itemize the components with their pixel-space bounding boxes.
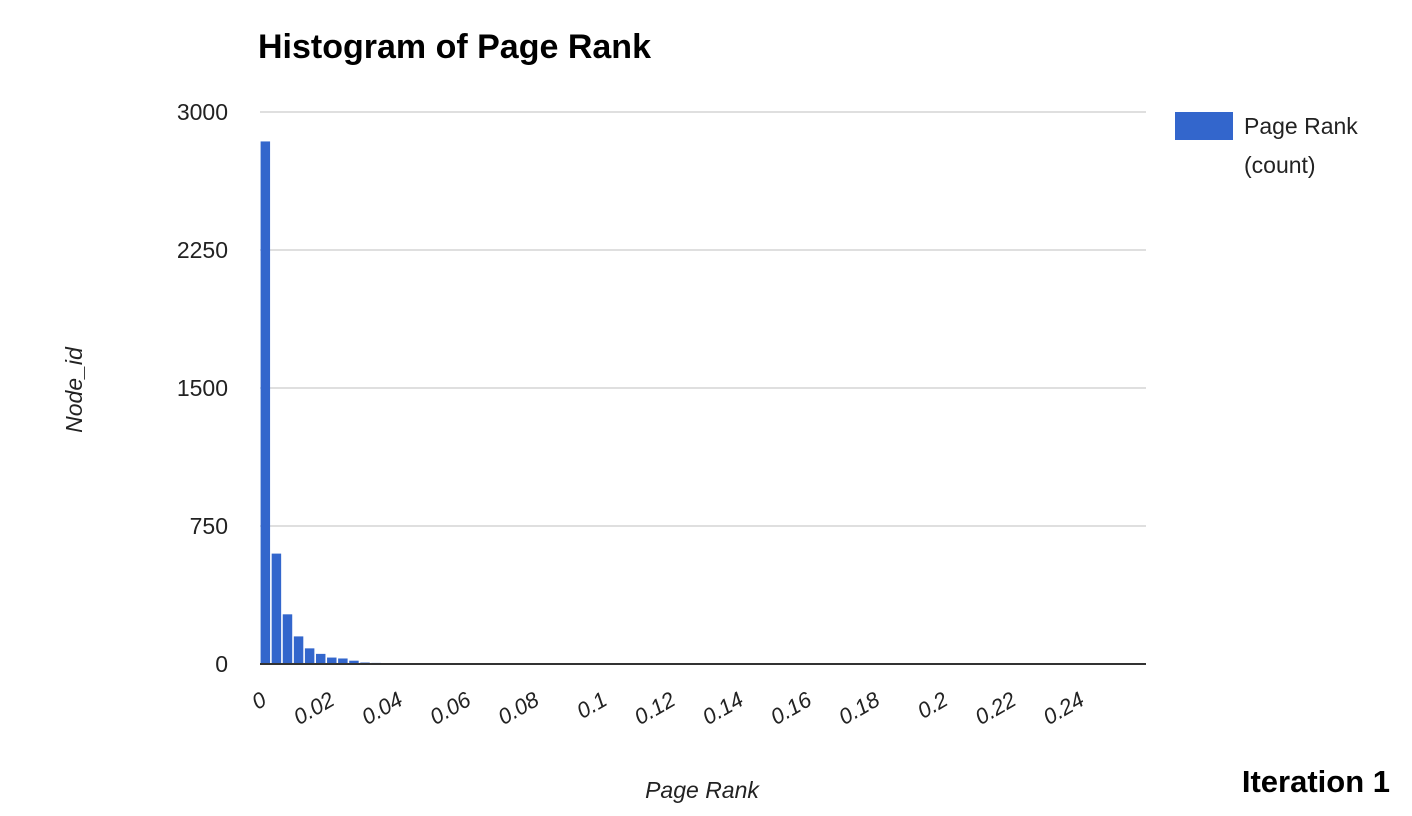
legend-label-line-2: (count): [1244, 152, 1316, 178]
y-tick-label: 2250: [177, 237, 228, 263]
legend: Page Rank (count): [1175, 112, 1358, 178]
bar: [271, 553, 282, 664]
x-tick-label: 0.18: [834, 686, 884, 729]
x-tick-label: 0.2: [913, 687, 952, 724]
bar: [260, 141, 271, 664]
gridlines: [260, 111, 1146, 527]
y-axis-label: Node_id: [61, 346, 87, 433]
x-tick-label: 0.02: [289, 687, 339, 730]
x-tick-label: 0.24: [1039, 687, 1089, 730]
bar: [315, 653, 326, 664]
y-tick-label: 0: [215, 651, 228, 677]
x-tick-label: 0: [247, 686, 271, 714]
legend-label-line-1: Page Rank: [1244, 113, 1358, 139]
bar: [304, 648, 315, 664]
y-tick-label: 1500: [177, 375, 228, 401]
x-tick-label: 0.06: [425, 686, 475, 729]
iteration-caption: Iteration 1: [1241, 764, 1390, 799]
x-tick-label: 0.22: [971, 687, 1021, 730]
x-axis-ticks: 0 0.02 0.04 0.06 0.08 0.1 0.12 0.14 0.16 0.18 0.2 0…: [247, 686, 1088, 729]
y-axis-ticks: 0 750 1500 2250 3000: [177, 99, 228, 677]
bars: [260, 141, 1145, 664]
legend-swatch: [1175, 112, 1233, 140]
bar: [293, 636, 304, 664]
x-tick-label: 0.12: [630, 687, 680, 730]
x-tick-label: 0.16: [766, 686, 816, 729]
bar: [327, 657, 337, 664]
x-tick-label: 0.1: [572, 687, 611, 724]
y-tick-label: 3000: [177, 99, 228, 125]
x-tick-label: 0.04: [357, 687, 407, 730]
x-tick-label: 0.14: [698, 687, 748, 730]
bar: [338, 658, 348, 664]
bar: [282, 614, 293, 664]
y-tick-label: 750: [190, 513, 228, 539]
x-tick-label: 0.08: [494, 686, 544, 729]
chart-title: Histogram of Page Rank: [258, 28, 651, 66]
x-axis-label: Page Rank: [645, 777, 760, 803]
bar: [349, 660, 359, 664]
